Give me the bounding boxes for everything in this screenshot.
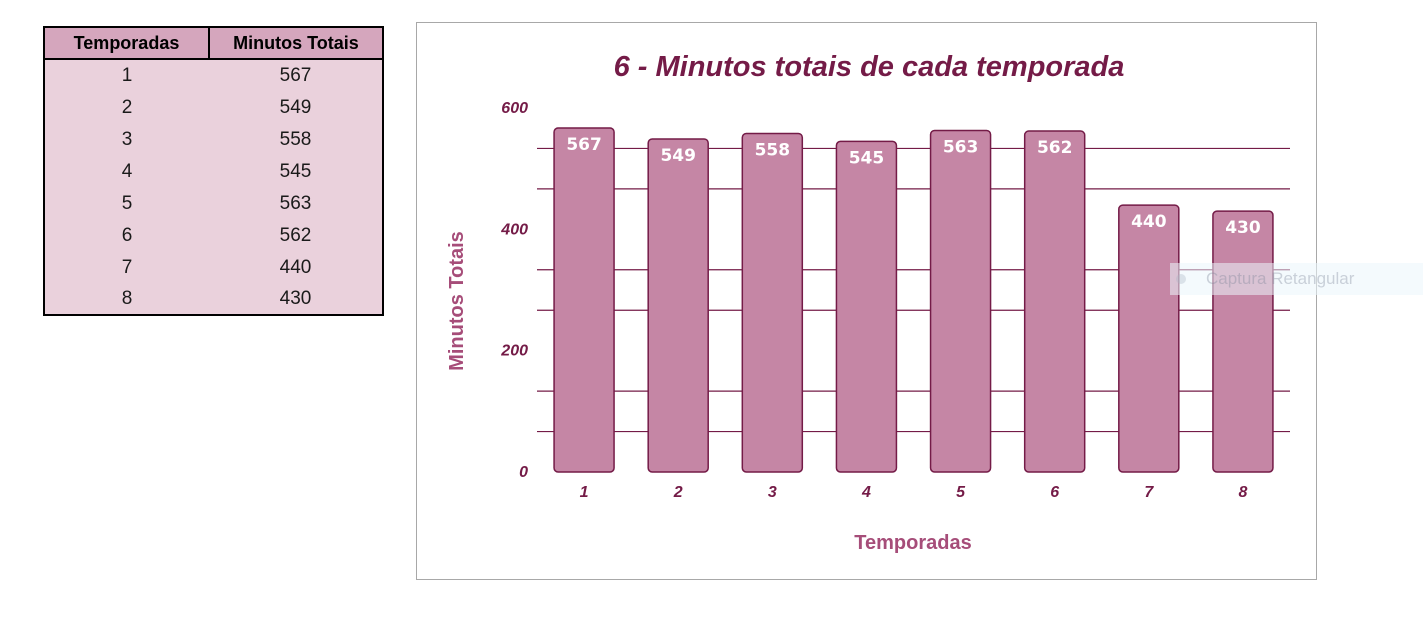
table-row: 8 430 [44, 284, 383, 315]
data-table: Temporadas Minutos Totais 1 567 2 549 3 558 4 5… [43, 26, 384, 316]
cell-minutos: 545 [209, 156, 383, 188]
data-label: 440 [1131, 212, 1167, 232]
x-tick-label: 3 [768, 484, 777, 501]
data-label: 549 [660, 146, 696, 166]
cell-minutos: 562 [209, 220, 383, 252]
bar[interactable] [1212, 210, 1274, 473]
bar[interactable] [835, 140, 898, 473]
table-row: 3 558 [44, 124, 383, 156]
cell-temporada: 4 [44, 156, 209, 188]
table-header-row: Temporadas Minutos Totais [43, 26, 384, 60]
x-tick-label: 5 [956, 484, 966, 501]
data-label: 562 [1037, 138, 1073, 158]
cell-temporada: 3 [44, 124, 209, 156]
cell-temporada: 5 [44, 188, 209, 220]
x-tick-label: 2 [673, 484, 683, 501]
column-header-minutos-totais: Minutos Totais [208, 26, 384, 60]
cell-temporada: 6 [44, 220, 209, 252]
y-axis-ticks: 0 200 400 600 [500, 100, 528, 481]
bar[interactable] [647, 138, 709, 473]
table-body: 1 567 2 549 3 558 4 545 5 563 6 562 7 440 8 430 [44, 59, 383, 315]
table-row: 1 567 [44, 59, 383, 92]
data-label: 563 [943, 137, 979, 157]
bar[interactable] [553, 127, 615, 473]
x-tick-label: 1 [580, 484, 589, 501]
table-row: 7 440 [44, 252, 383, 284]
x-tick-label: 7 [1144, 484, 1154, 501]
x-axis-title: Temporadas [854, 532, 971, 554]
x-tick-label: 6 [1050, 484, 1059, 501]
bar-chart: 6 - Minutos totais de cada temporada 020… [446, 51, 1290, 554]
y-tick-label: 0 [519, 464, 528, 481]
cell-temporada: 8 [44, 284, 209, 315]
y-axis-title: Minutos Totais [446, 231, 468, 371]
cell-minutos: 558 [209, 124, 383, 156]
cell-temporada: 7 [44, 252, 209, 284]
y-tick-label: 200 [500, 343, 528, 360]
cell-minutos: 440 [209, 252, 383, 284]
data-label: 430 [1225, 218, 1261, 238]
y-tick-label: 400 [500, 221, 528, 238]
column-header-temporadas: Temporadas [43, 26, 210, 60]
table-row: 5 563 [44, 188, 383, 220]
bars [553, 127, 1274, 473]
record-icon [1176, 274, 1186, 284]
x-tick-label: 4 [861, 484, 871, 501]
chart-frame[interactable]: 6 - Minutos totais de cada temporada 0 20… [416, 22, 1317, 580]
chart-title: 6 - Minutos totais de cada temporada [614, 51, 1125, 83]
data-label: 567 [566, 135, 602, 155]
cell-temporada: 1 [44, 59, 209, 92]
table-row: 6 562 [44, 220, 383, 252]
capture-hint-overlay[interactable]: Captura Retangular [1170, 263, 1423, 295]
x-axis-ticks: 1 2 3 4 5 6 7 8 [580, 484, 1248, 501]
data-label: 545 [849, 148, 885, 168]
table-row: 4 545 [44, 156, 383, 188]
data-labels: 567 549 558 545 563 562 440 430 [566, 135, 1261, 238]
data-label: 558 [755, 140, 791, 160]
x-tick-label: 8 [1238, 484, 1247, 501]
capture-hint-label: Captura Retangular [1206, 269, 1355, 288]
bar[interactable] [929, 129, 992, 473]
y-tick-label: 600 [501, 100, 528, 117]
cell-minutos: 567 [209, 59, 383, 92]
cell-temporada: 2 [44, 92, 209, 124]
cell-minutos: 563 [209, 188, 383, 220]
bar[interactable] [1023, 130, 1086, 473]
cell-minutos: 430 [209, 284, 383, 315]
cell-minutos: 549 [209, 92, 383, 124]
table-row: 2 549 [44, 92, 383, 124]
bar[interactable] [741, 132, 804, 473]
bar[interactable] [1118, 204, 1180, 473]
